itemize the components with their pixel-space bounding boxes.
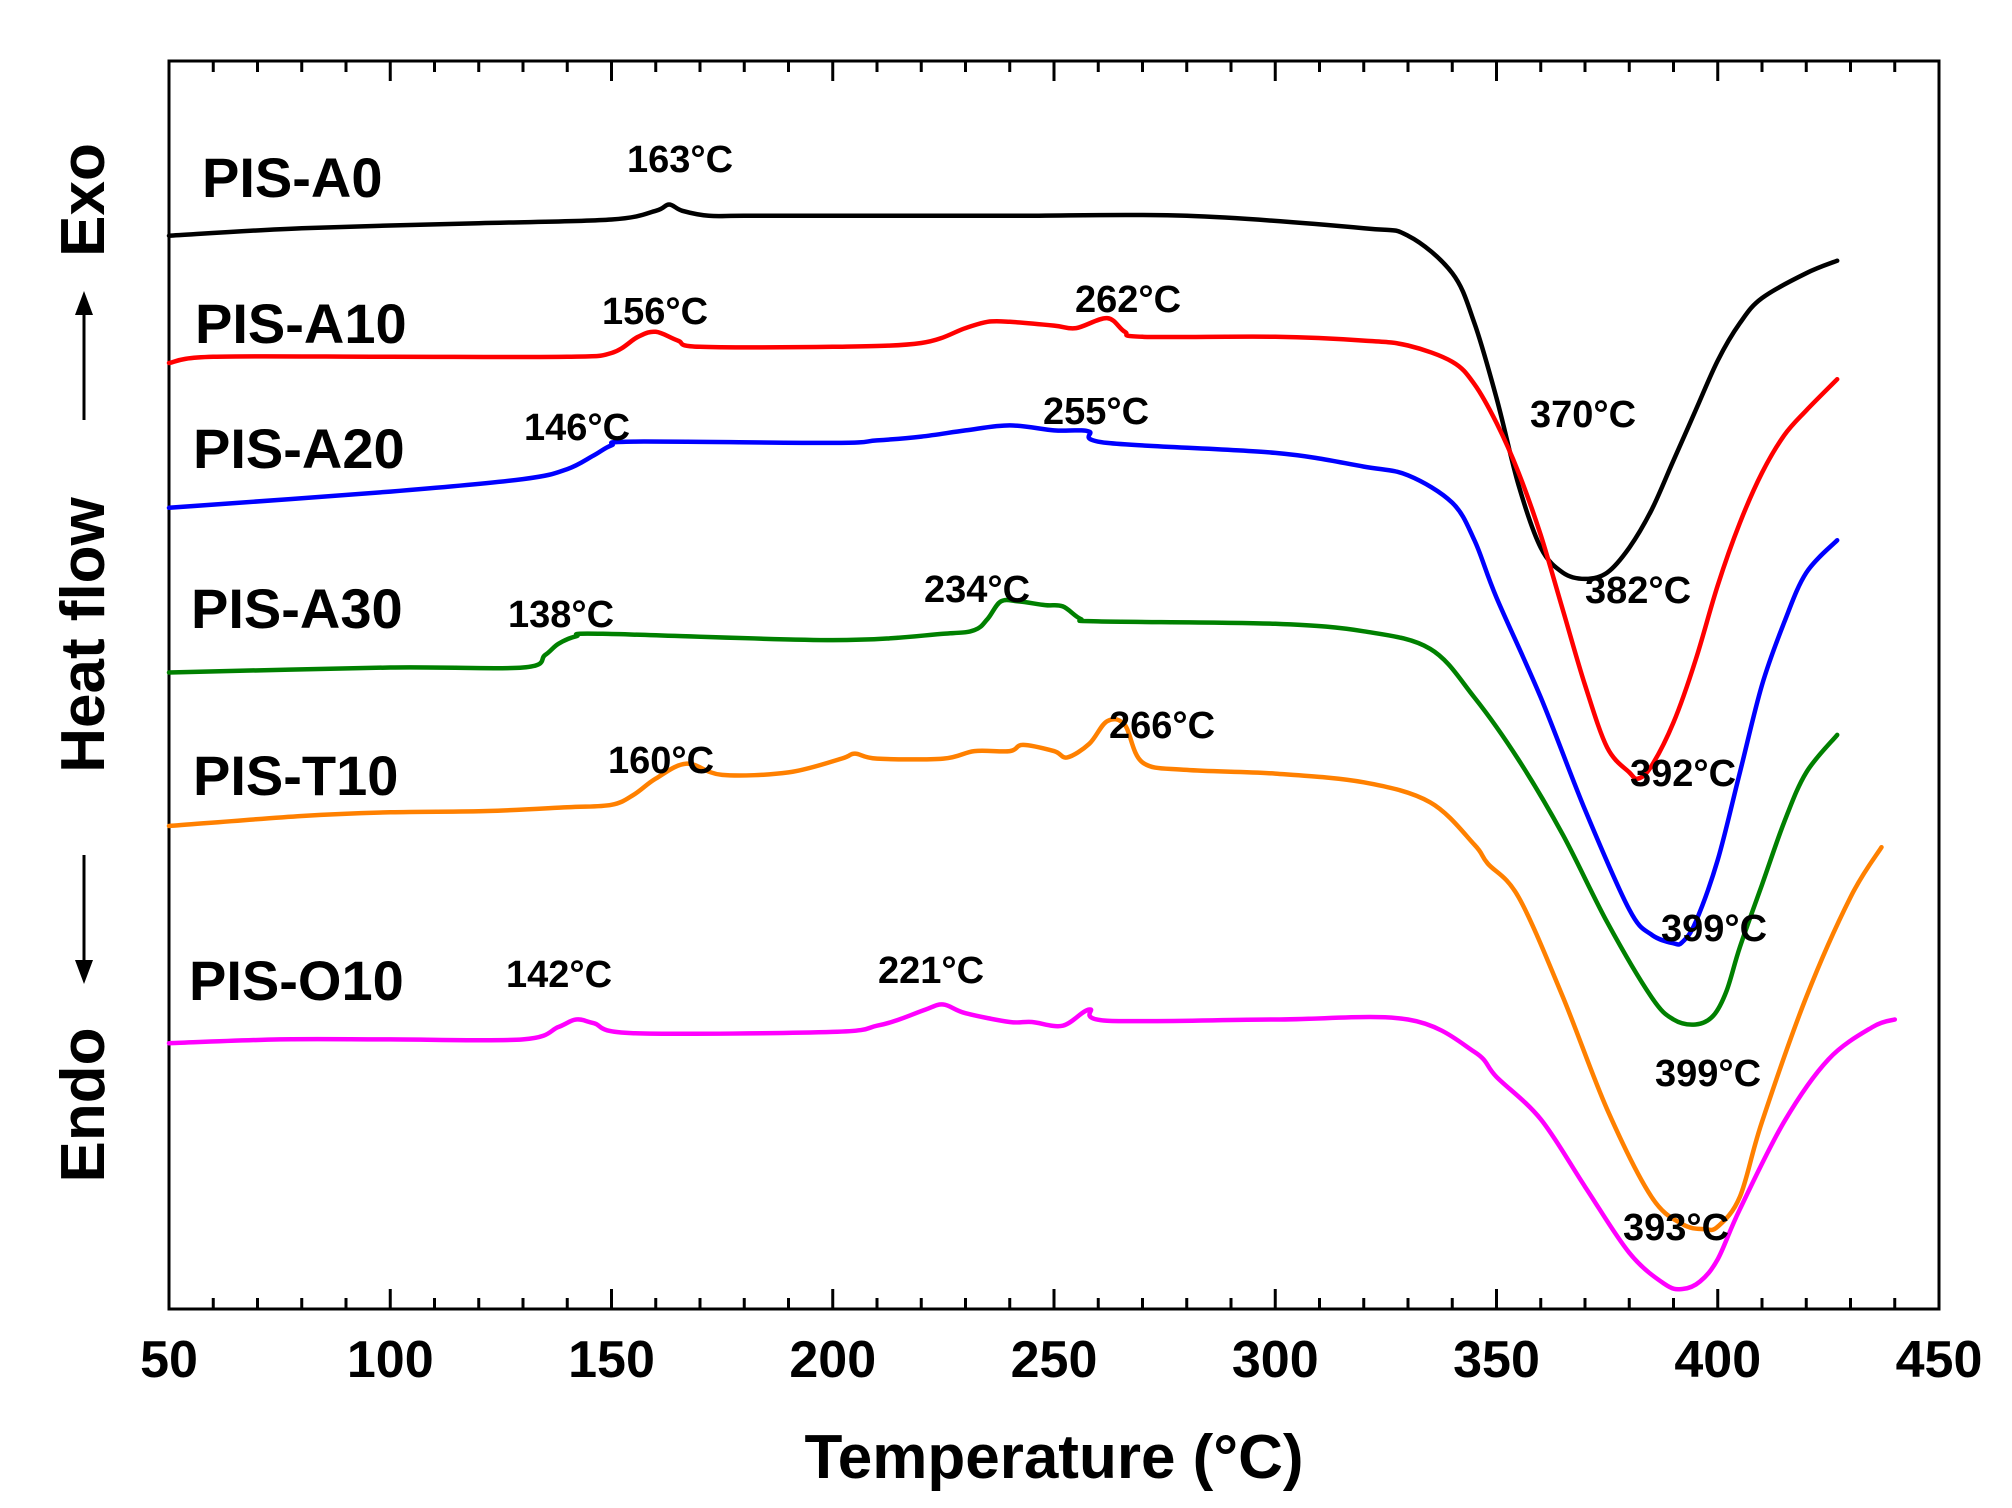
labels: PIS-A0 PIS-A10 PIS-A20 PIS-A30 PIS-T10 PIS-O1… — [189, 139, 1767, 1249]
x-tick-label: 100 — [347, 1331, 434, 1389]
x-tick-label: 400 — [1674, 1331, 1761, 1389]
peak-label-pis-a10: 156°C — [602, 291, 708, 333]
series-line-pis-a0 — [166, 202, 1840, 582]
peak-label-pis-a10: 262°C — [1075, 279, 1181, 321]
peak-label-pis-a30: 234°C — [924, 569, 1030, 611]
peak-label-pis-a10: 382°C — [1585, 570, 1691, 612]
series-line-pis-t10 — [166, 716, 1884, 1233]
peak-label-pis-a30: 399°C — [1661, 908, 1767, 950]
peak-label-pis-o10: 142°C — [506, 954, 612, 996]
peak-label-pis-o10: 221°C — [878, 950, 984, 992]
series-label-pis-a0: PIS-A0 — [202, 146, 383, 209]
endo-arrow-icon — [75, 855, 93, 984]
series-line-pis-a10 — [166, 315, 1840, 782]
peak-label-pis-t10: 266°C — [1109, 705, 1215, 747]
peak-label-pis-t10: 399°C — [1655, 1053, 1761, 1095]
y-axis-title: Heat flow — [49, 496, 118, 772]
x-tick-label: 200 — [789, 1331, 876, 1389]
x-tick-label: 150 — [568, 1331, 655, 1389]
x-tick-label: 350 — [1453, 1331, 1540, 1389]
x-tick-label: 50 — [140, 1331, 198, 1389]
series-label-pis-o10: PIS-O10 — [189, 949, 404, 1012]
peak-label-pis-a20: 146°C — [524, 407, 630, 449]
curves — [166, 202, 1898, 1292]
peak-label-pis-a20: 392°C — [1630, 753, 1736, 795]
exo-label: Exo — [49, 143, 118, 257]
exo-arrow-icon — [75, 291, 93, 420]
axes: 50 100 150 200 250 300 350 400 450 Temperature (°… — [49, 59, 1983, 1492]
series-label-pis-t10: PIS-T10 — [193, 744, 398, 807]
peak-label-pis-a0: 370°C — [1530, 394, 1636, 436]
series-label-pis-a30: PIS-A30 — [191, 577, 403, 640]
series-label-pis-a20: PIS-A20 — [193, 417, 405, 480]
x-tick-label: 300 — [1232, 1331, 1319, 1389]
peak-label-pis-a0: 163°C — [627, 139, 733, 181]
peak-label-pis-o10: 393°C — [1623, 1207, 1729, 1249]
peak-label-pis-a20: 255°C — [1043, 391, 1149, 433]
series-line-pis-o10 — [166, 1002, 1898, 1292]
plot-frame — [167, 59, 1941, 1311]
peak-label-pis-a30: 138°C — [508, 594, 614, 636]
series-label-pis-a10: PIS-A10 — [195, 292, 407, 355]
x-tick-label: 250 — [1011, 1331, 1098, 1389]
endo-label: Endo — [49, 1028, 118, 1183]
x-tick-label: 450 — [1896, 1331, 1983, 1389]
series-line-pis-a30 — [166, 597, 1840, 1027]
x-axis-title: Temperature (°C) — [804, 1423, 1303, 1492]
peak-label-pis-t10: 160°C — [608, 740, 714, 782]
series-line-pis-a20 — [166, 423, 1840, 947]
